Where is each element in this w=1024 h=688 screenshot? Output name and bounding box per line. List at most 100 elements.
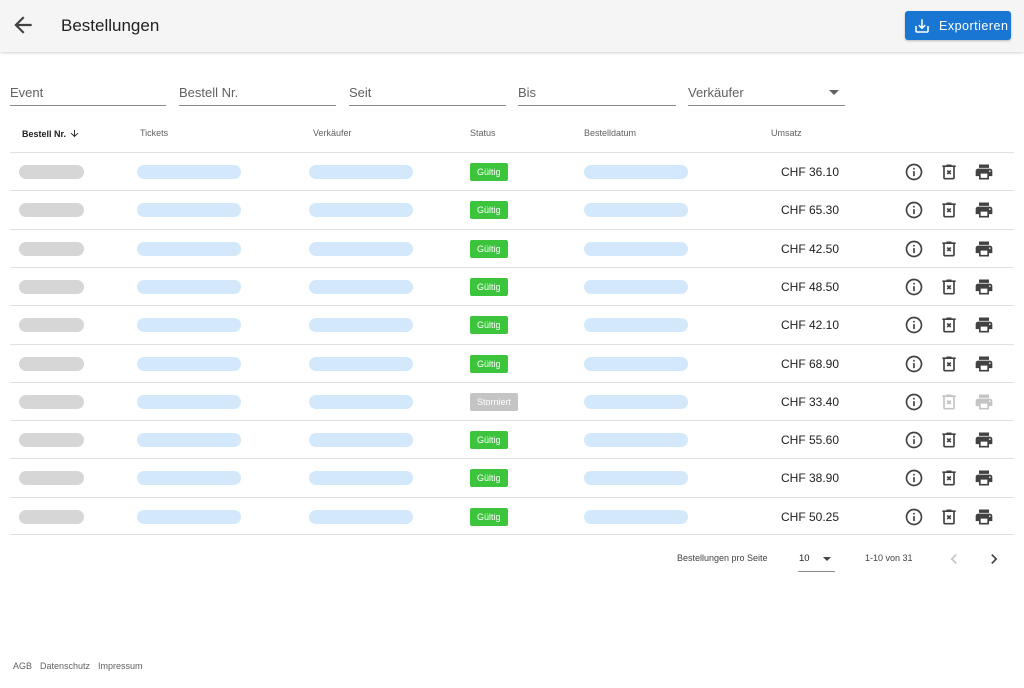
print-button[interactable]: [974, 468, 994, 488]
date-from-filter-input[interactable]: Seit: [349, 80, 506, 106]
info-button[interactable]: [904, 200, 924, 220]
table-row[interactable]: Gültig CHF 36.10: [10, 152, 1014, 190]
table-row[interactable]: Gültig CHF 55.60: [10, 420, 1014, 458]
info-icon: [904, 316, 924, 339]
info-button[interactable]: [904, 430, 924, 450]
print-icon: [974, 202, 994, 224]
info-icon: [904, 431, 924, 454]
revenue-amount: CHF 36.10: [781, 165, 840, 179]
info-button[interactable]: [904, 354, 924, 374]
date-to-filter-input[interactable]: Bis: [518, 80, 676, 106]
status-badge: Gültig: [470, 316, 508, 335]
table-row[interactable]: Gültig CHF 50.25: [10, 496, 1014, 535]
delete-button[interactable]: [939, 354, 959, 374]
back-button[interactable]: [10, 12, 36, 38]
column-header-seller[interactable]: Verkäufer: [313, 128, 352, 138]
order-date-placeholder: [584, 203, 688, 218]
delete-icon: [939, 241, 959, 263]
delete-button[interactable]: [939, 277, 959, 297]
print-icon: [974, 279, 994, 301]
print-button[interactable]: [974, 430, 994, 450]
tickets-placeholder: [137, 356, 241, 371]
print-button[interactable]: [974, 315, 994, 335]
rows-per-page-value: 10: [799, 553, 810, 564]
print-button[interactable]: [974, 239, 994, 259]
export-button-label: Exportieren: [939, 18, 1009, 33]
export-button[interactable]: Exportieren: [905, 11, 1011, 40]
table-row[interactable]: Gültig CHF 48.50: [10, 266, 1014, 305]
seller-placeholder: [309, 471, 413, 486]
info-button[interactable]: [904, 468, 924, 488]
order-number-placeholder: [19, 241, 84, 256]
seller-placeholder: [309, 509, 413, 524]
delete-button[interactable]: [939, 239, 959, 259]
status-badge: Gültig: [470, 507, 508, 526]
print-button[interactable]: [974, 162, 994, 182]
status-badge: Gültig: [470, 163, 508, 181]
dropdown-caret-icon: [829, 90, 839, 95]
chevron-left-icon: [950, 554, 957, 564]
table-row[interactable]: Gültig CHF 65.30: [10, 190, 1014, 228]
tickets-placeholder: [137, 471, 241, 486]
print-button[interactable]: [974, 277, 994, 297]
seller-filter-select[interactable]: Verkäufer: [688, 80, 845, 106]
column-header-order-number[interactable]: Bestell Nr.: [22, 128, 80, 141]
delete-button[interactable]: [939, 162, 959, 182]
order-date-placeholder: [584, 394, 688, 409]
info-button[interactable]: [904, 162, 924, 182]
next-page-button[interactable]: [984, 549, 1004, 569]
order-number-placeholder: [19, 433, 84, 448]
footer-link-privacy[interactable]: Datenschutz: [40, 661, 91, 671]
order-date-placeholder: [584, 433, 688, 448]
delete-icon: [939, 356, 959, 378]
event-filter-input[interactable]: Event: [10, 80, 166, 106]
column-header-status[interactable]: Status: [470, 128, 496, 138]
info-button[interactable]: [904, 507, 924, 527]
delete-button[interactable]: [939, 315, 959, 335]
seller-placeholder: [309, 318, 413, 333]
table-row[interactable]: Gültig CHF 68.90: [10, 343, 1014, 382]
footer-link-imprint[interactable]: Impressum: [98, 661, 143, 671]
column-header-revenue[interactable]: Umsatz: [771, 128, 802, 138]
table-row[interactable]: Gültig CHF 42.50: [10, 228, 1014, 267]
column-header-order-date[interactable]: Bestelldatum: [584, 128, 637, 138]
order-number-placeholder: [19, 165, 84, 179]
delete-button[interactable]: [939, 200, 959, 220]
order-date-placeholder: [584, 471, 688, 486]
print-icon: [974, 432, 994, 454]
order-date-placeholder: [584, 509, 688, 524]
sort-descending-icon: [69, 128, 80, 141]
print-button[interactable]: [974, 354, 994, 374]
rows-per-page-select[interactable]: 10: [798, 548, 835, 572]
seller-placeholder: [309, 203, 413, 218]
info-icon: [904, 201, 924, 224]
print-button[interactable]: [974, 507, 994, 527]
order-date-placeholder: [584, 356, 688, 371]
order-number-placeholder: [19, 356, 84, 371]
seller-placeholder: [309, 241, 413, 256]
info-button[interactable]: [904, 315, 924, 335]
print-button[interactable]: [974, 200, 994, 220]
order-number-filter-input[interactable]: Bestell Nr.: [179, 80, 336, 106]
page-title: Bestellungen: [61, 16, 160, 35]
rows-per-page-label: Bestellungen pro Seite: [677, 553, 768, 563]
delete-button[interactable]: [939, 430, 959, 450]
column-header-tickets[interactable]: Tickets: [140, 128, 169, 138]
table-row[interactable]: Gültig CHF 38.90: [10, 458, 1014, 496]
info-button[interactable]: [904, 392, 924, 412]
info-button[interactable]: [904, 277, 924, 297]
status-badge: Gültig: [470, 239, 508, 258]
delete-button: [939, 392, 959, 412]
info-icon: [904, 470, 924, 492]
delete-button[interactable]: [939, 468, 959, 488]
info-button[interactable]: [904, 239, 924, 259]
previous-page-button[interactable]: [944, 549, 964, 569]
table-row[interactable]: Storniert CHF 33.40: [10, 381, 1014, 420]
revenue-amount: CHF 50.25: [781, 509, 840, 524]
delete-button[interactable]: [939, 507, 959, 527]
order-date-placeholder: [584, 165, 688, 179]
table-row[interactable]: Gültig CHF 42.10: [10, 305, 1014, 343]
footer-link-agb[interactable]: AGB: [13, 661, 33, 671]
seller-placeholder: [309, 279, 413, 294]
delete-icon: [939, 394, 959, 416]
